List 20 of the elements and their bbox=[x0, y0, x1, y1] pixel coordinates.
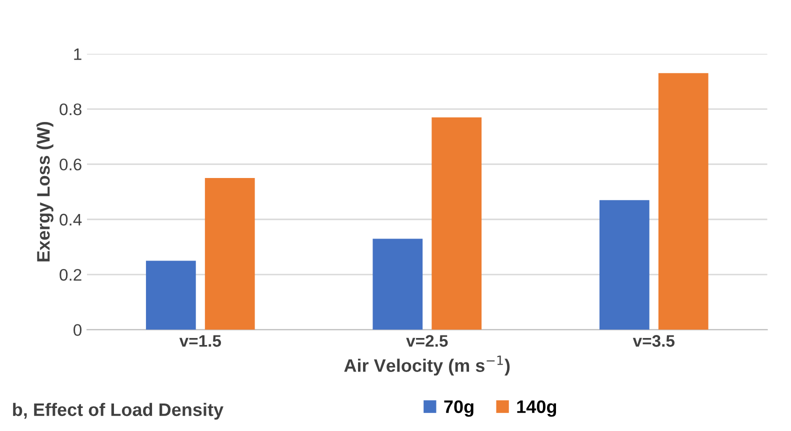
bar bbox=[432, 117, 482, 330]
y-tick-label: 0.4 bbox=[60, 214, 82, 226]
y-tick-label: 0.6 bbox=[60, 158, 82, 170]
bar bbox=[204, 178, 255, 330]
y-tick-label: 0 bbox=[74, 324, 82, 336]
text: b, Effect of Load Density bbox=[13, 402, 224, 420]
x-tick-label: v=2.5 bbox=[406, 335, 448, 347]
y-axis-title: Exergy Loss (W) bbox=[36, 122, 54, 262]
x-tick-label: v=1.5 bbox=[179, 335, 222, 347]
legend-label: 70g bbox=[444, 400, 474, 417]
y-tick-label: 0.2 bbox=[60, 268, 82, 281]
legend-label: 140g bbox=[517, 400, 556, 417]
bar bbox=[658, 73, 708, 330]
y-tick-label: 1 bbox=[74, 48, 82, 60]
bar bbox=[372, 238, 423, 330]
x-axis-title: Air Velocity (m s$^{−1}$) bbox=[344, 356, 510, 376]
bar bbox=[146, 260, 196, 330]
y-tick-label: 0.8 bbox=[60, 103, 82, 116]
bar bbox=[599, 200, 650, 330]
x-tick-label: v=3.5 bbox=[632, 335, 675, 347]
